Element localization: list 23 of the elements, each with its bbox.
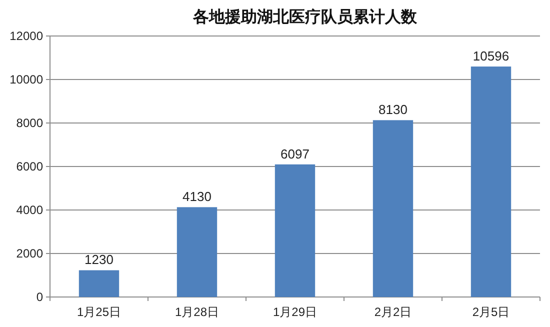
x-tick-label: 2月5日 bbox=[472, 305, 510, 319]
x-tick-label: 1月28日 bbox=[174, 305, 220, 319]
y-tick-label: 8000 bbox=[16, 116, 44, 130]
data-label: 8130 bbox=[378, 102, 408, 118]
bar bbox=[176, 207, 218, 297]
x-tick-label: 2月2日 bbox=[374, 305, 412, 319]
bar bbox=[78, 270, 120, 297]
y-tick-label: 10000 bbox=[10, 72, 44, 86]
x-tick-label: 1月29日 bbox=[272, 305, 318, 319]
bar bbox=[274, 164, 316, 297]
chart-title: 各地援助湖北医疗队员累计人数 bbox=[192, 8, 418, 26]
y-tick-label: 0 bbox=[36, 290, 44, 304]
data-label: 1230 bbox=[84, 252, 114, 268]
y-tick-label: 4000 bbox=[16, 203, 44, 217]
bar bbox=[372, 120, 414, 297]
y-tick-label: 12000 bbox=[10, 29, 44, 43]
y-tick-label: 2000 bbox=[16, 246, 44, 260]
bar bbox=[470, 66, 512, 297]
data-label: 10596 bbox=[472, 48, 510, 64]
y-tick-label: 6000 bbox=[16, 160, 44, 174]
data-label: 4130 bbox=[182, 189, 212, 204]
x-tick-label: 1月25日 bbox=[76, 305, 122, 319]
data-label: 6097 bbox=[280, 146, 310, 162]
